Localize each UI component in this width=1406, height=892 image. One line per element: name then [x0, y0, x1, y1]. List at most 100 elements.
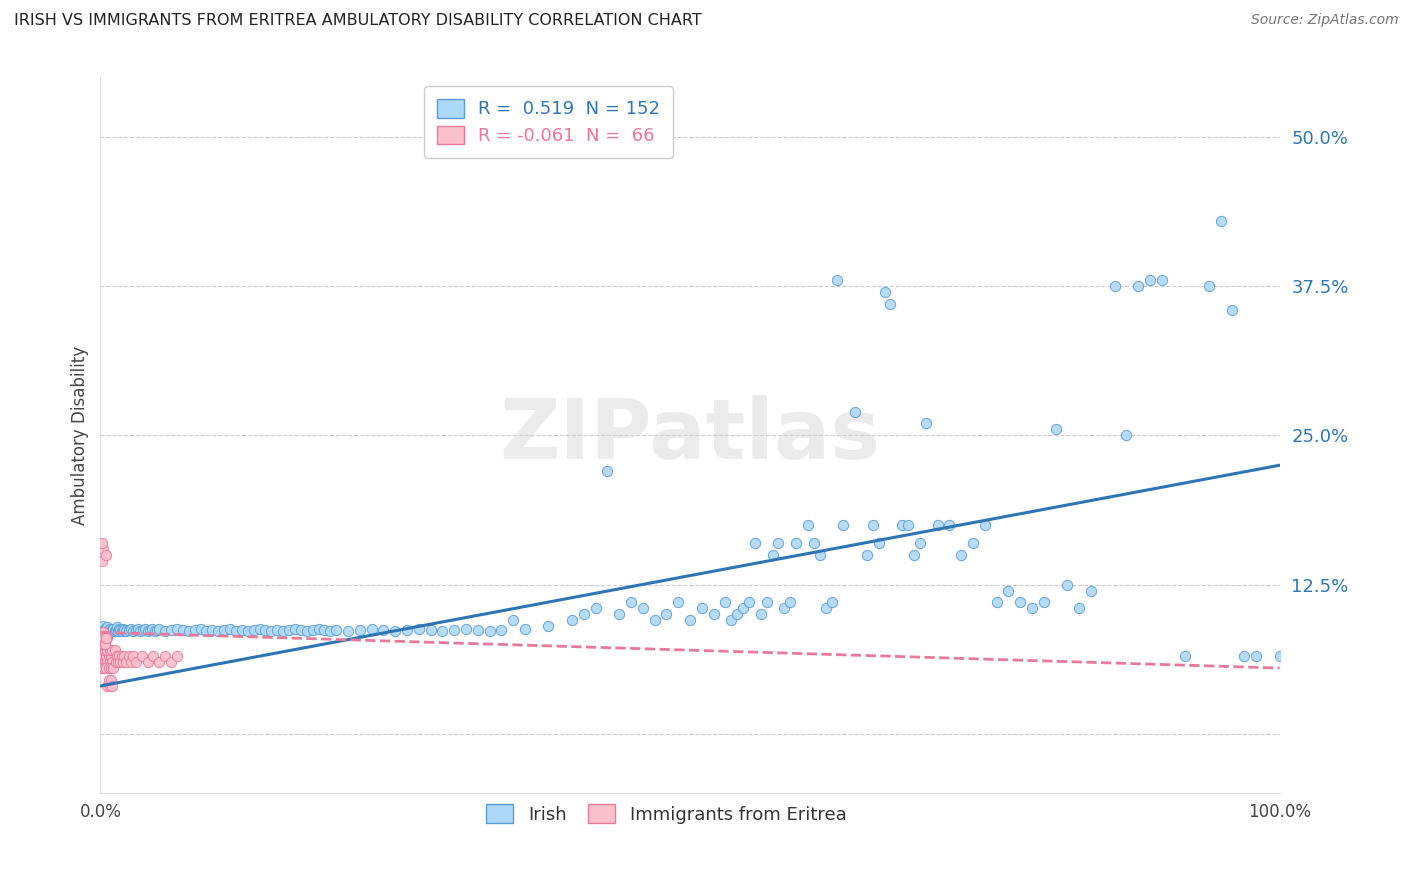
Point	[142, 649, 165, 664]
Point	[325, 623, 347, 637]
Point	[101, 643, 124, 657]
Point	[891, 517, 914, 532]
Point	[93, 632, 115, 646]
Point	[155, 624, 177, 638]
Point	[731, 601, 754, 615]
Point	[101, 679, 124, 693]
Point	[797, 517, 820, 532]
Point	[112, 623, 135, 637]
Point	[90, 649, 112, 664]
Point	[143, 624, 166, 638]
Point	[97, 673, 120, 687]
Point	[93, 632, 115, 646]
Point	[100, 661, 122, 675]
Point	[962, 535, 984, 549]
Point	[96, 655, 118, 669]
Point	[93, 649, 115, 664]
Point	[820, 595, 842, 609]
Point	[655, 607, 678, 622]
Point	[973, 517, 995, 532]
Point	[195, 624, 218, 638]
Point	[104, 655, 127, 669]
Point	[1115, 428, 1137, 442]
Point	[467, 623, 489, 637]
Point	[101, 655, 124, 669]
Point	[98, 679, 121, 693]
Point	[90, 632, 112, 646]
Point	[927, 517, 949, 532]
Point	[111, 655, 134, 669]
Point	[738, 595, 761, 609]
Point	[96, 643, 118, 657]
Point	[148, 622, 170, 636]
Point	[207, 624, 229, 638]
Point	[236, 624, 259, 638]
Point	[212, 623, 235, 637]
Point	[94, 649, 117, 664]
Point	[91, 625, 114, 640]
Point	[808, 548, 831, 562]
Point	[183, 623, 205, 637]
Point	[97, 661, 120, 675]
Point	[1244, 649, 1267, 664]
Point	[90, 554, 112, 568]
Point	[96, 649, 118, 664]
Point	[146, 623, 169, 637]
Point	[115, 624, 138, 638]
Point	[97, 655, 120, 669]
Point	[101, 623, 124, 637]
Point	[314, 623, 336, 637]
Point	[93, 623, 115, 637]
Point	[278, 623, 301, 637]
Point	[868, 535, 890, 549]
Point	[148, 655, 170, 669]
Point	[125, 655, 148, 669]
Point	[773, 601, 796, 615]
Point	[454, 622, 477, 636]
Point	[308, 622, 330, 636]
Point	[744, 535, 766, 549]
Point	[986, 595, 1008, 609]
Point	[1126, 279, 1149, 293]
Point	[136, 655, 159, 669]
Point	[98, 643, 121, 657]
Point	[814, 601, 837, 615]
Point	[131, 649, 153, 664]
Point	[360, 622, 382, 636]
Point	[679, 613, 702, 627]
Point	[141, 622, 163, 636]
Point	[254, 623, 277, 637]
Point	[105, 649, 128, 664]
Point	[1233, 649, 1256, 664]
Point	[96, 661, 118, 675]
Point	[94, 622, 117, 636]
Point	[112, 649, 135, 664]
Point	[644, 613, 666, 627]
Point	[177, 624, 200, 638]
Point	[827, 273, 849, 287]
Point	[201, 623, 224, 637]
Point	[100, 624, 122, 638]
Point	[443, 623, 465, 637]
Point	[1139, 273, 1161, 287]
Point	[803, 535, 825, 549]
Point	[110, 655, 132, 669]
Point	[1021, 601, 1043, 615]
Point	[93, 661, 115, 675]
Point	[110, 623, 132, 637]
Point	[607, 607, 630, 622]
Point	[90, 625, 112, 640]
Point	[97, 649, 120, 664]
Point	[127, 622, 149, 636]
Point	[160, 655, 183, 669]
Point	[1174, 649, 1197, 664]
Point	[90, 535, 112, 549]
Point	[395, 623, 418, 637]
Point	[1045, 422, 1067, 436]
Point	[620, 595, 643, 609]
Point	[502, 613, 524, 627]
Legend: Irish, Immigrants from Eritrea: Irish, Immigrants from Eritrea	[475, 793, 858, 834]
Point	[832, 517, 855, 532]
Point	[219, 622, 242, 636]
Point	[690, 601, 713, 615]
